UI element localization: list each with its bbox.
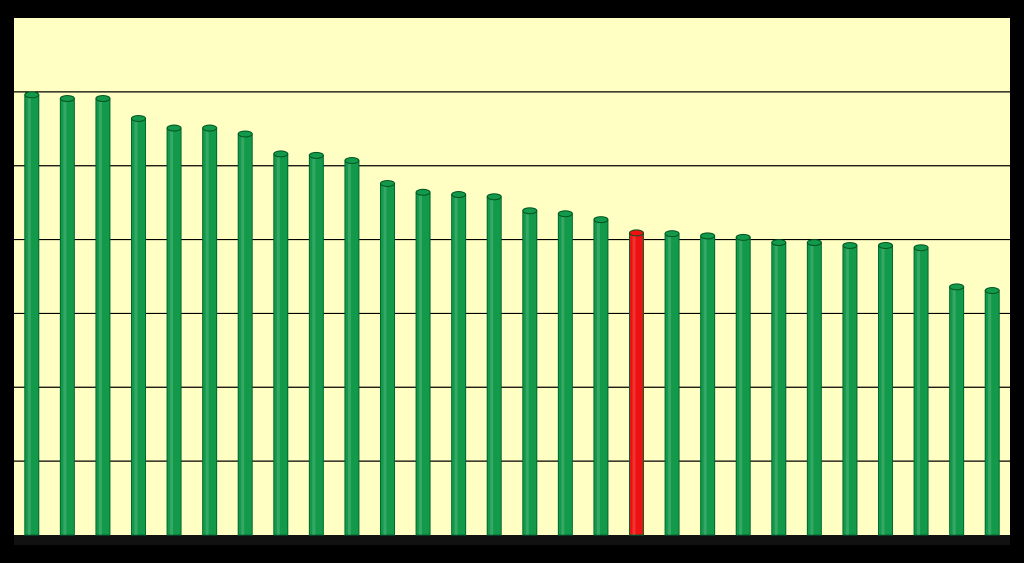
bar-cap bbox=[984, 287, 1000, 295]
bar-cap bbox=[273, 150, 289, 158]
bar bbox=[629, 232, 644, 536]
bar-cap bbox=[451, 191, 467, 199]
bar bbox=[842, 244, 858, 536]
bar bbox=[202, 127, 218, 536]
bar-highlight bbox=[845, 245, 849, 536]
bar-highlight bbox=[63, 98, 67, 536]
bar bbox=[984, 290, 1000, 536]
bar-cap bbox=[202, 124, 218, 132]
bar-cap bbox=[95, 95, 111, 103]
bar bbox=[166, 127, 182, 536]
floor bbox=[14, 535, 1010, 545]
bar-highlight bbox=[419, 192, 423, 535]
bar bbox=[878, 244, 893, 536]
bar bbox=[593, 219, 609, 536]
bar-highlight bbox=[170, 128, 174, 535]
bar bbox=[949, 286, 965, 536]
bar-highlight bbox=[952, 286, 956, 535]
bar-cap bbox=[878, 241, 893, 249]
bar-highlight bbox=[881, 245, 885, 536]
bar bbox=[700, 235, 716, 536]
bar bbox=[735, 236, 751, 536]
bar-cap bbox=[166, 124, 182, 132]
bar-highlight bbox=[632, 232, 636, 535]
bar bbox=[415, 191, 431, 536]
bar-highlight bbox=[490, 196, 494, 535]
bar-cap bbox=[593, 216, 609, 224]
bar-highlight bbox=[561, 213, 565, 535]
bar-highlight bbox=[205, 128, 209, 535]
bar bbox=[131, 117, 146, 536]
bar bbox=[806, 242, 822, 536]
bar-highlight bbox=[134, 118, 138, 536]
bar-highlight bbox=[383, 183, 387, 535]
bar bbox=[380, 182, 395, 536]
bar-cap bbox=[842, 241, 858, 249]
plot-area bbox=[14, 18, 1010, 545]
bar-cap bbox=[308, 151, 324, 159]
bar-highlight bbox=[703, 235, 707, 535]
bar bbox=[771, 242, 787, 536]
bar-highlight bbox=[454, 194, 458, 536]
bar-cap bbox=[735, 233, 751, 241]
bar-highlight bbox=[98, 98, 102, 536]
bar-cap bbox=[806, 239, 822, 247]
bar-cap bbox=[486, 193, 502, 201]
bar-cap bbox=[59, 95, 75, 103]
bar-cap bbox=[522, 207, 538, 215]
bar-highlight bbox=[27, 94, 31, 535]
bar-cap bbox=[415, 188, 431, 196]
bar bbox=[557, 213, 573, 536]
bar-highlight bbox=[312, 155, 316, 536]
bar-highlight bbox=[347, 160, 351, 535]
bar-highlight bbox=[525, 210, 529, 535]
bar-highlight bbox=[668, 233, 672, 536]
bar bbox=[273, 153, 289, 536]
bar bbox=[486, 196, 502, 536]
bar-cap bbox=[131, 114, 146, 122]
bar-highlight bbox=[596, 219, 600, 535]
bar-cap bbox=[949, 283, 965, 291]
bar bbox=[308, 154, 324, 536]
bar-cap bbox=[24, 91, 40, 99]
bar bbox=[522, 210, 538, 536]
bar-highlight bbox=[810, 242, 814, 536]
bar-cap bbox=[557, 210, 573, 218]
bar bbox=[344, 160, 360, 536]
bar-highlight bbox=[241, 133, 245, 535]
bar bbox=[664, 233, 680, 536]
bar bbox=[913, 247, 929, 536]
bar-cap bbox=[237, 130, 253, 138]
bar-highlight bbox=[988, 290, 992, 535]
bar-highlight bbox=[774, 242, 778, 536]
bar-cap bbox=[380, 179, 395, 187]
bar-cap bbox=[344, 157, 360, 165]
bar-highlight bbox=[917, 247, 921, 535]
bar-cap bbox=[771, 239, 787, 247]
bar-cap bbox=[700, 232, 716, 240]
bar-highlight bbox=[276, 153, 280, 535]
bar-cap bbox=[664, 230, 680, 238]
bar bbox=[451, 194, 467, 536]
bar-cap bbox=[629, 229, 644, 237]
bar-cap bbox=[913, 244, 929, 252]
bar bbox=[59, 98, 75, 536]
bar bbox=[24, 94, 40, 536]
bar bbox=[237, 133, 253, 536]
bar-highlight bbox=[739, 237, 743, 535]
bar bbox=[95, 98, 111, 536]
